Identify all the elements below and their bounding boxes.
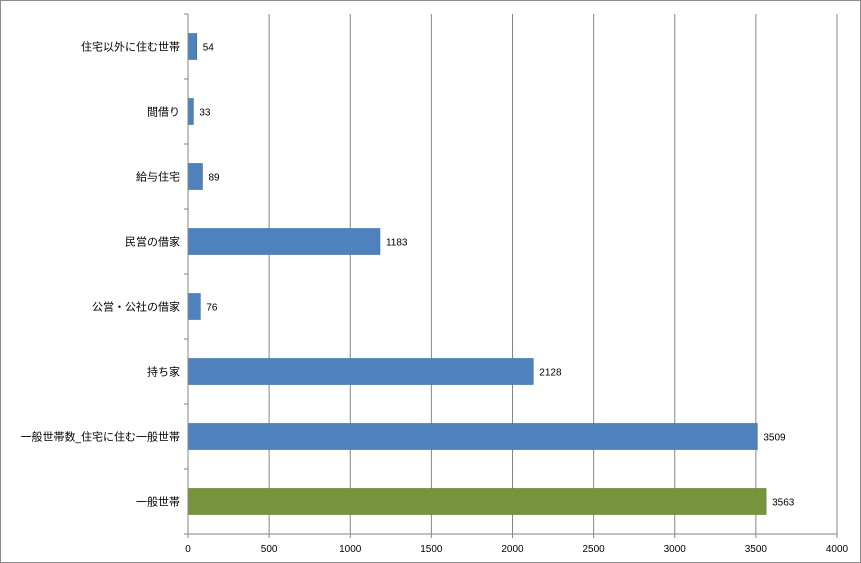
bar — [187, 358, 534, 385]
x-tick-label: 1000 — [339, 544, 362, 555]
bar — [187, 163, 203, 190]
category-label: 一般世帯 — [136, 496, 180, 509]
category-label: 公営・公社の借家 — [92, 300, 180, 314]
category-label: 給与住宅 — [136, 170, 180, 184]
x-tick-labels: 0 500 1000 1500 2000 2500 3000 3500 4000 — [185, 544, 848, 555]
data-label: 1183 — [386, 238, 408, 249]
data-label: 3509 — [763, 433, 786, 444]
data-label: 2128 — [539, 368, 562, 379]
x-tick-label: 0 — [185, 544, 191, 555]
axes — [187, 14, 837, 535]
x-tick-label: 4000 — [826, 544, 849, 555]
data-label: 89 — [208, 173, 220, 184]
category-label: 間借り — [147, 106, 180, 119]
bar — [187, 423, 758, 450]
x-tick-label: 3500 — [745, 544, 768, 555]
bars — [187, 33, 767, 515]
category-label: 持ち家 — [147, 365, 180, 379]
bar — [187, 228, 381, 255]
x-tick-label: 500 — [261, 544, 278, 555]
data-label: 54 — [203, 43, 215, 54]
data-label: 33 — [199, 108, 211, 119]
category-labels: 住宅以外に住む世帯間借り給与住宅民営の借家公営・公社の借家持ち家一般世帯数_住宅… — [21, 40, 181, 509]
x-tick-label: 2500 — [583, 544, 606, 555]
x-tick-label: 1500 — [420, 544, 443, 555]
bar — [187, 33, 198, 60]
category-label: 一般世帯数_住宅に住む一般世帯 — [21, 430, 181, 444]
bar — [187, 488, 767, 515]
category-label: 住宅以外に住む世帯 — [81, 40, 180, 54]
data-label: 3563 — [772, 498, 795, 509]
category-label: 民営の借家 — [125, 235, 180, 249]
grid-lines — [184, 13, 838, 538]
x-tick-label: 3000 — [664, 544, 687, 555]
x-tick-label: 2000 — [501, 544, 524, 555]
data-label: 76 — [206, 303, 218, 314]
bar — [187, 98, 194, 125]
bar — [187, 293, 201, 320]
data-labels: 54 33 89 1183 76 2128 3509 3563 — [199, 43, 794, 509]
